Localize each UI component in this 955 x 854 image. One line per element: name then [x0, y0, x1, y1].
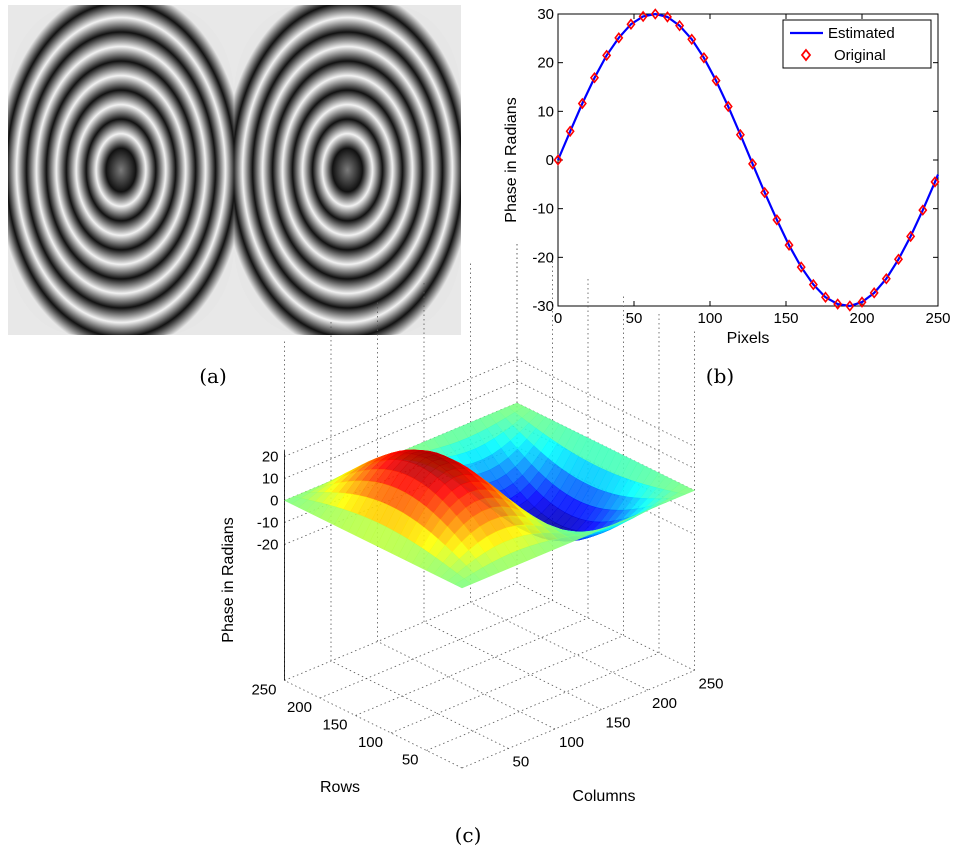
- legend: Estimated Original: [782, 19, 932, 69]
- columns-tick-label: 50: [513, 754, 530, 771]
- original-point: [845, 300, 855, 312]
- original-point: [748, 158, 758, 170]
- y-tick-label: -10: [532, 201, 554, 218]
- original-point: [553, 154, 563, 166]
- columns-axis-label: Columns: [572, 788, 635, 805]
- rows-tick-label: 50: [402, 752, 419, 769]
- legend-original-label: Original: [834, 47, 886, 64]
- floor-grid-row: [390, 635, 624, 734]
- wall-grid-z: [284, 358, 695, 457]
- original-point: [930, 176, 940, 188]
- caption-c: (c): [455, 823, 482, 847]
- original-point: [833, 298, 843, 310]
- original-point: [760, 186, 770, 199]
- fringe-image-panel: [8, 5, 461, 335]
- y-tick-label: 0: [546, 152, 554, 169]
- x-tick-label: 100: [697, 310, 722, 327]
- phase-line-chart: 0 50 100 150 200 250 -30 -20 -10 0 10 20 30 Pixels P…: [503, 6, 951, 347]
- rows-tick-label: 100: [358, 734, 383, 751]
- original-point: [638, 10, 648, 23]
- original-point: [687, 33, 697, 46]
- z-tick-label: 20: [262, 449, 279, 466]
- fringe-left-lobe: [8, 5, 234, 335]
- z-tick-label: 0: [270, 493, 278, 510]
- original-point: [735, 128, 745, 141]
- original-point: [893, 253, 903, 266]
- original-point: [602, 49, 612, 62]
- columns-tick-label: 150: [606, 715, 631, 732]
- x-tick-label: 250: [925, 310, 950, 327]
- y-tick-label: 20: [537, 55, 554, 72]
- original-point: [662, 11, 672, 23]
- original-point: [906, 230, 916, 243]
- floor-grid-row: [284, 582, 518, 681]
- floor-grid-col: [516, 582, 695, 671]
- original-point: [796, 261, 806, 273]
- floor-grid-col: [330, 660, 509, 749]
- floor-grid-col: [377, 641, 556, 730]
- fringe-right-lobe: [234, 5, 461, 335]
- original-series-markers: [553, 8, 940, 312]
- surface-cell: [454, 578, 472, 589]
- z-tick-label: -10: [257, 515, 279, 532]
- original-point: [711, 74, 721, 87]
- legend-box: [782, 19, 932, 69]
- z-axis-label: Phase in Radians: [220, 517, 237, 642]
- original-point: [577, 97, 587, 110]
- original-point: [589, 71, 599, 84]
- floor-grid-row: [461, 670, 695, 769]
- y-tick-label: 10: [537, 103, 554, 120]
- caption-a: (a): [199, 364, 227, 388]
- wall-grid-z: [284, 380, 695, 479]
- columns-tick-label: 200: [652, 695, 677, 712]
- original-point: [772, 214, 782, 226]
- y-tick-label: -20: [532, 249, 554, 266]
- original-point: [821, 291, 831, 304]
- y-tick-label: -30: [532, 298, 554, 315]
- floor-grid-col: [423, 621, 602, 710]
- original-point: [869, 287, 879, 299]
- columns-tick-label: 250: [699, 676, 724, 693]
- rows-tick-label: 200: [287, 699, 312, 716]
- axis-ticks: 0 50 100 150 200 250 -30 -20 -10 0 10 20 30: [532, 6, 950, 327]
- legend-original-swatch: [800, 48, 812, 62]
- x-tick-label: 0: [554, 310, 562, 327]
- z-tick-label: 10: [262, 471, 279, 488]
- rows-axis-label: Rows: [320, 779, 360, 796]
- original-point: [699, 51, 709, 64]
- x-tick-label: 200: [849, 310, 874, 327]
- floor-grid-row: [319, 600, 553, 699]
- original-point: [881, 272, 891, 285]
- x-tick-label: 50: [626, 310, 643, 327]
- surface-ticks: -20 -10 0 10 20 50 100 150 200 250 50 100 150 200 250: [251, 449, 723, 771]
- caption-b: (b): [706, 364, 734, 388]
- original-point: [857, 296, 867, 308]
- floor-grid-col: [284, 680, 463, 769]
- floor-grid-row: [355, 617, 589, 716]
- original-point: [650, 8, 660, 20]
- original-point: [675, 19, 685, 32]
- estimated-series-line: [556, 12, 940, 308]
- x-tick-label: 150: [773, 310, 798, 327]
- x-axis-label: Pixels: [727, 330, 770, 347]
- y-tick-label: 30: [537, 6, 554, 23]
- original-point: [808, 278, 818, 291]
- surface-mesh: [284, 402, 695, 589]
- original-point: [614, 32, 624, 44]
- z-tick-label: -20: [257, 537, 279, 554]
- original-point: [565, 125, 575, 138]
- rows-tick-label: 150: [322, 717, 347, 734]
- y-axis-label: Phase in Radians: [503, 97, 520, 222]
- columns-tick-label: 100: [559, 734, 584, 751]
- original-point: [723, 100, 733, 113]
- floor-grid-col: [470, 602, 649, 691]
- phase-surface-3d: -20-10010205010015020025050100150200250 …: [220, 243, 724, 805]
- original-point: [784, 239, 794, 251]
- original-point: [918, 204, 928, 216]
- rows-tick-label: 250: [251, 682, 276, 699]
- legend-estimated-label: Estimated: [828, 25, 895, 42]
- floor-grid-row: [426, 652, 660, 751]
- original-point: [626, 18, 636, 31]
